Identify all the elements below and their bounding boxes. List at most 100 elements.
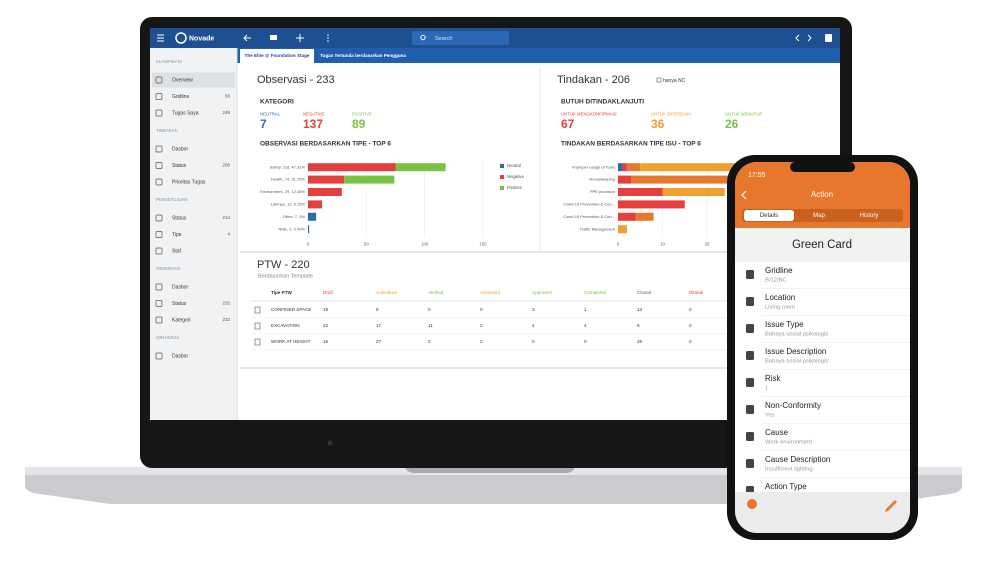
bar-segment <box>618 225 627 234</box>
cloud-icon[interactable] <box>747 499 757 509</box>
sidebar-item[interactable]: Prioritas Tugas <box>172 179 206 185</box>
table-cell: 4 <box>532 323 535 328</box>
field-label: Cause <box>765 428 789 437</box>
legend-swatch <box>500 164 504 168</box>
field-label: Location <box>765 293 795 302</box>
table-header: Closed <box>637 290 652 295</box>
filter-label[interactable]: hanya NC <box>663 78 686 84</box>
table-cell: 19 <box>323 307 329 312</box>
table-cell: 17 <box>376 323 382 328</box>
field-icon <box>746 459 754 468</box>
legend-label[interactable]: Negative <box>507 174 525 179</box>
section-title: BUTUH DITINDAKLANJUTI <box>561 99 644 106</box>
bar-segment <box>626 163 641 172</box>
x-tick-label: 100 <box>421 242 429 247</box>
nav-arrows[interactable] <box>795 34 812 42</box>
sidebar-count: 249 <box>222 110 230 115</box>
field-label: Issue Type <box>765 320 804 329</box>
sidebar-icon <box>155 214 163 222</box>
field-value: Living room <box>765 305 795 311</box>
sidebar-item[interactable]: Overview <box>172 77 193 83</box>
sidebar-item[interactable]: Dasbor <box>172 353 188 359</box>
sidebar-section-title: PERSETUJUAN <box>156 197 188 202</box>
table-cell: 13 <box>637 307 643 312</box>
x-tick-label: 150 <box>479 242 487 247</box>
tab-label[interactable]: Tugas Tertunda berdasarkan Pengguna <box>320 53 406 58</box>
sidebar-item[interactable]: Dasbor <box>172 284 188 290</box>
phone-bottom-bar <box>735 492 910 533</box>
sidebar-count: 232 <box>222 317 230 322</box>
legend-label[interactable]: Neutral <box>507 163 521 168</box>
phone-back[interactable] <box>741 190 747 200</box>
laptop-camera <box>327 440 333 446</box>
sidebar-item[interactable]: Kategori <box>172 317 191 323</box>
segment-active[interactable] <box>744 210 794 221</box>
tab-bar <box>237 48 840 63</box>
table-header: Submitted <box>376 290 397 295</box>
bar-segment <box>618 175 632 184</box>
search-box[interactable] <box>412 31 509 45</box>
back-icon[interactable] <box>243 34 251 42</box>
stat-value: 67 <box>561 117 575 131</box>
table-header: Assessed <box>480 290 500 295</box>
bar-segment <box>308 225 310 234</box>
menu-icon[interactable] <box>157 34 164 42</box>
logo-mark <box>175 32 187 44</box>
sidebar-item[interactable]: Status <box>172 215 187 221</box>
bar-segment <box>618 163 623 172</box>
sidebar-item[interactable]: Gridline <box>172 94 189 100</box>
segment-label[interactable]: History <box>860 213 879 219</box>
sidebar-item[interactable]: Status <box>172 301 187 307</box>
sidebar-item[interactable]: Dasbor <box>172 146 188 152</box>
edit-icon[interactable] <box>885 500 897 512</box>
field-icon <box>746 270 754 279</box>
sidebar-section-title: IZIN KERJA <box>156 335 179 340</box>
x-tick-label: 50 <box>364 242 369 247</box>
bar-segment <box>308 163 396 172</box>
table-cell: 0 <box>689 339 692 344</box>
field-value: Work environment <box>765 440 812 446</box>
segment-label[interactable]: Details <box>760 213 778 219</box>
sidebar-item[interactable]: Staf <box>172 248 182 254</box>
laptop-notch <box>405 467 575 473</box>
card-icon[interactable] <box>270 35 277 40</box>
field-icon <box>746 324 754 333</box>
sidebar-item[interactable]: Tugas Saya <box>172 110 199 116</box>
table-cell: 11 <box>428 323 433 328</box>
chart-title: TINDAKAN BERDASARKAN TIPE ISU - TOP 6 <box>561 141 701 148</box>
table-cell: 0 <box>689 307 692 312</box>
bar-segment <box>308 188 342 196</box>
sidebar-count: 4 <box>227 232 230 237</box>
filter-checkbox[interactable] <box>656 77 662 83</box>
field-label: Cause Description <box>765 455 830 464</box>
sidebar-item[interactable]: Status <box>172 163 187 169</box>
section-title: KATEGORI <box>260 99 294 106</box>
active-tab[interactable] <box>240 49 314 63</box>
field-label: Gridline <box>765 266 793 275</box>
field-icon <box>746 297 754 306</box>
user-icon[interactable] <box>825 34 832 42</box>
table-header: Completed <box>584 290 607 295</box>
table-cell: WORK AT HEIGHT <box>271 339 311 344</box>
table-header: Draft <box>323 290 334 295</box>
field-label: Non-Conformity <box>765 401 821 410</box>
table-cell: 0 <box>480 307 483 312</box>
bar-segment <box>635 212 654 221</box>
table-cell: CONFINED SPACE <box>271 307 312 312</box>
tab-label[interactable]: The Elite @ Foundation Stage <box>245 53 310 58</box>
table-cell: 3 <box>532 307 535 312</box>
table-cell: 16 <box>323 339 329 344</box>
stat-label: UNTUK MENUTUP <box>725 112 762 117</box>
more-icon[interactable] <box>327 34 329 42</box>
sidebar-item[interactable]: Tipe <box>172 232 182 238</box>
legend-swatch <box>500 175 504 179</box>
segment-label[interactable]: Map <box>813 213 825 219</box>
field-icon <box>746 351 754 360</box>
add-icon[interactable] <box>296 34 304 42</box>
table-cell: 26 <box>637 339 643 344</box>
stat-value: 36 <box>651 117 665 131</box>
x-tick-label: 20 <box>705 242 710 247</box>
table-cell: EXCAVATION <box>271 323 300 328</box>
legend-label[interactable]: Positive <box>507 185 523 190</box>
sidebar-section-title: TINDAKAN <box>156 128 178 133</box>
